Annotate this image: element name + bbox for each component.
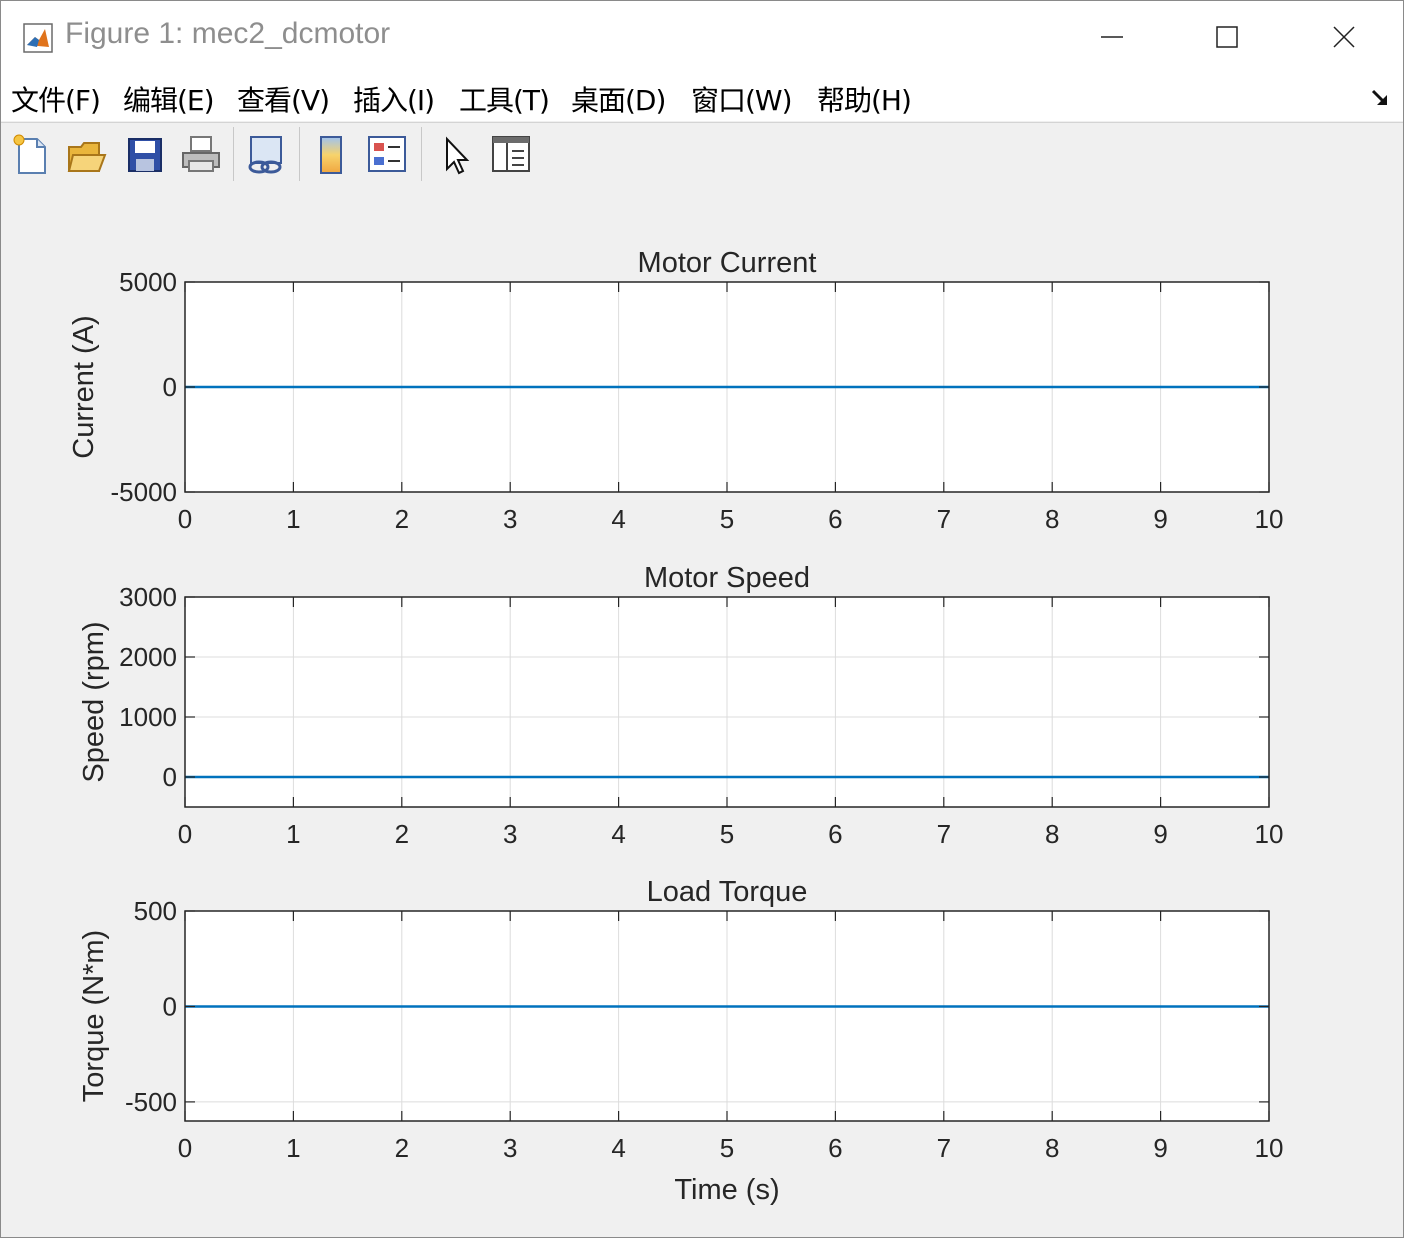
y-axis-label: Current (A) bbox=[68, 315, 100, 458]
x-tick-label: 6 bbox=[828, 819, 842, 849]
x-tick-label: 2 bbox=[395, 1133, 409, 1163]
insert-legend-button[interactable] bbox=[365, 131, 409, 177]
toolbar-separator bbox=[421, 127, 422, 181]
maximize-icon bbox=[1216, 26, 1238, 48]
x-tick-label: 4 bbox=[611, 819, 625, 849]
y-tick-label: 2000 bbox=[119, 642, 177, 672]
menu-tools[interactable]: 工具(T) bbox=[459, 84, 550, 117]
x-tick-label: 10 bbox=[1255, 819, 1284, 849]
y-tick-label: 0 bbox=[163, 762, 177, 792]
x-tick-label: 9 bbox=[1153, 504, 1167, 534]
x-tick-label: 7 bbox=[937, 504, 951, 534]
menu-desktop[interactable]: 桌面(D) bbox=[571, 84, 666, 117]
x-tick-label: 0 bbox=[178, 819, 192, 849]
open-file-button[interactable] bbox=[65, 131, 109, 177]
menu-bar: 文件(F) 编辑(E) 查看(V) 插入(I) 工具(T) 桌面(D) 窗口(W… bbox=[1, 73, 1403, 121]
x-tick-label: 8 bbox=[1045, 819, 1059, 849]
window-title: Figure 1: mec2_dcmotor bbox=[65, 17, 391, 50]
menu-edit[interactable]: 编辑(E) bbox=[123, 84, 215, 117]
close-button[interactable] bbox=[1285, 1, 1401, 73]
axes-1 bbox=[184, 281, 1270, 493]
y-tick-label: 0 bbox=[163, 372, 177, 402]
close-icon bbox=[1333, 26, 1355, 48]
insert-colorbar-button[interactable] bbox=[309, 131, 353, 177]
property-editor-button[interactable] bbox=[489, 131, 533, 177]
axes-3 bbox=[184, 910, 1270, 1122]
edit-plot-button[interactable] bbox=[433, 131, 477, 177]
colorbar-icon bbox=[320, 136, 342, 174]
x-tick-label: 3 bbox=[503, 504, 517, 534]
dock-figure-icon[interactable] bbox=[1369, 85, 1393, 109]
y-tick-label: -5000 bbox=[111, 477, 178, 507]
x-tick-label: 3 bbox=[503, 1133, 517, 1163]
x-tick-label: 4 bbox=[611, 1133, 625, 1163]
x-tick-label: 0 bbox=[178, 1133, 192, 1163]
link-plot-icon bbox=[248, 136, 282, 174]
matlab-logo-icon bbox=[23, 23, 53, 53]
x-tick-label: 5 bbox=[720, 819, 734, 849]
x-tick-label: 9 bbox=[1153, 1133, 1167, 1163]
minimize-button[interactable] bbox=[1053, 1, 1169, 73]
y-tick-label: -500 bbox=[125, 1087, 177, 1117]
x-tick-label: 10 bbox=[1255, 1133, 1284, 1163]
edit-plot-pointer-icon bbox=[446, 136, 470, 175]
axes-title: Motor Current bbox=[638, 247, 817, 279]
x-tick-label: 0 bbox=[178, 504, 192, 534]
x-tick-label: 5 bbox=[720, 1133, 734, 1163]
x-tick-label: 6 bbox=[828, 504, 842, 534]
x-tick-label: 3 bbox=[503, 819, 517, 849]
toolbar-separator bbox=[299, 127, 300, 181]
toolbar-separator bbox=[233, 127, 234, 181]
menu-window[interactable]: 窗口(W) bbox=[691, 84, 793, 117]
maximize-button[interactable] bbox=[1169, 1, 1285, 73]
menu-help[interactable]: 帮助(H) bbox=[817, 84, 912, 117]
x-tick-label: 9 bbox=[1153, 819, 1167, 849]
axes-title: Load Torque bbox=[647, 876, 808, 908]
figure-canvas[interactable]: 0 1 2 3 4 5 6 7 8 9 10 -5000 0 5000 Motor Current Curre… bbox=[1, 185, 1403, 1237]
menu-view[interactable]: 查看(V) bbox=[237, 84, 330, 117]
menu-insert[interactable]: 插入(I) bbox=[353, 84, 435, 117]
x-tick-label: 8 bbox=[1045, 1133, 1059, 1163]
minimize-icon bbox=[1101, 36, 1123, 38]
y-tick-label: 3000 bbox=[119, 582, 177, 612]
y-tick-label: 1000 bbox=[119, 702, 177, 732]
x-tick-label: 1 bbox=[286, 819, 300, 849]
x-tick-label: 2 bbox=[395, 504, 409, 534]
x-tick-label: 10 bbox=[1255, 504, 1284, 534]
y-axis-label: Torque (N*m) bbox=[78, 930, 110, 1102]
y-axis-label: Speed (rpm) bbox=[78, 621, 110, 782]
x-tick-label: 2 bbox=[395, 819, 409, 849]
x-tick-label: 1 bbox=[286, 504, 300, 534]
save-icon bbox=[128, 138, 162, 172]
save-button[interactable] bbox=[123, 131, 167, 177]
x-tick-label: 6 bbox=[828, 1133, 842, 1163]
y-tick-label: 5000 bbox=[119, 267, 177, 297]
print-icon bbox=[182, 136, 220, 172]
property-editor-icon bbox=[492, 136, 530, 172]
figure-toolbar bbox=[1, 122, 1403, 186]
y-tick-label: 0 bbox=[163, 991, 177, 1021]
x-tick-label: 8 bbox=[1045, 504, 1059, 534]
new-figure-icon bbox=[13, 134, 46, 174]
title-bar[interactable]: Figure 1: mec2_dcmotor bbox=[1, 1, 1403, 73]
x-tick-label: 7 bbox=[937, 1133, 951, 1163]
axes-2 bbox=[184, 596, 1270, 808]
menu-file[interactable]: 文件(F) bbox=[11, 84, 101, 117]
new-figure-button[interactable] bbox=[9, 131, 53, 177]
axes-title: Motor Speed bbox=[644, 562, 810, 594]
legend-icon bbox=[368, 136, 406, 172]
y-tick-label: 500 bbox=[134, 896, 177, 926]
x-tick-label: 1 bbox=[286, 1133, 300, 1163]
x-tick-label: 7 bbox=[937, 819, 951, 849]
x-tick-label: 5 bbox=[720, 504, 734, 534]
link-plot-button[interactable] bbox=[243, 131, 287, 177]
print-button[interactable] bbox=[179, 131, 223, 177]
x-axis-label: Time (s) bbox=[674, 1174, 779, 1206]
open-file-icon bbox=[67, 142, 107, 172]
x-tick-label: 4 bbox=[611, 504, 625, 534]
